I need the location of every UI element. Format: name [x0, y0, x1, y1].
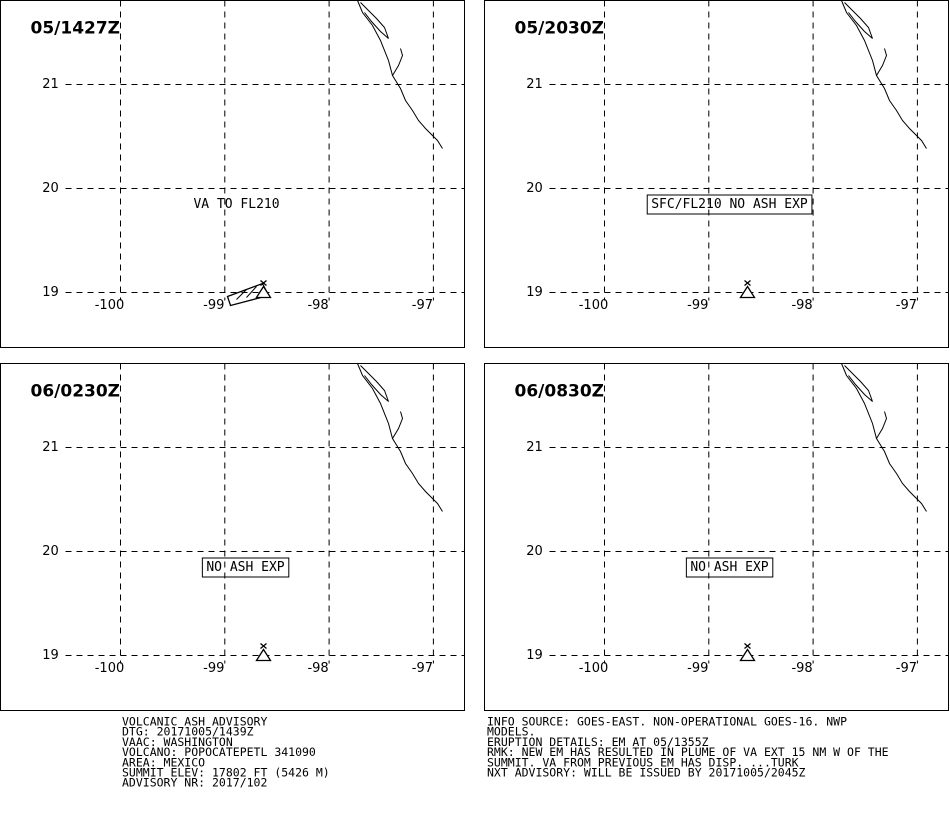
latitude-label: 19 — [526, 285, 543, 300]
longitude-label: -99 — [203, 661, 224, 676]
latitude-label: 20 — [42, 544, 59, 559]
panel-border — [0, 363, 465, 711]
panel-border — [484, 363, 949, 711]
latitude-label: 19 — [42, 648, 59, 663]
map-panel: -100 -99 -98 -97 21 20 19 05/1427Z VA TO FL210 — [0, 0, 465, 348]
latitude-label: 20 — [42, 181, 59, 196]
map-panel: -100 -99 -98 -97 21 20 19 05/2030Z SFC/FL210 NO … — [484, 0, 949, 348]
advisory-line: NXT ADVISORY: WILL BE ISSUED BY 20171005… — [487, 766, 806, 780]
advisory-line: SUMMIT ELEV: 17802 FT (5426 M) — [122, 766, 330, 780]
panel-annotation: VA TO FL210 — [193, 197, 279, 212]
advisory-line: DTG: 20171005/1439Z — [122, 725, 254, 739]
advisory-line: AREA: MEXICO — [122, 755, 205, 769]
longitude-label: -97 — [896, 298, 917, 313]
longitude-label: -99 — [687, 298, 708, 313]
advisory-line: INFO SOURCE: GOES-EAST. NON-OPERATIONAL … — [487, 715, 847, 729]
advisory-line: VOLCANO: POPOCATEPETL 341090 — [122, 745, 316, 759]
advisory-line: SUMMIT. VA FROM PREVIOUS EM HAS DISP. ..… — [487, 755, 799, 769]
panel-time: 06/0830Z — [515, 382, 605, 402]
latitude-label: 20 — [526, 544, 543, 559]
longitude-label: -97 — [412, 298, 433, 313]
map-panel: -100 -99 -98 -97 21 20 19 06/0830Z NO ASH EXP — [484, 363, 949, 711]
latitude-label: 21 — [526, 440, 543, 455]
advisory-line: ADVISORY NR: 2017/102 — [122, 776, 267, 790]
longitude-label: -98 — [307, 661, 328, 676]
panel-border — [484, 0, 949, 348]
ash-hatch — [236, 286, 257, 300]
map-panel: -100 -99 -98 -97 21 20 19 06/0230Z NO ASH EXP — [0, 363, 465, 711]
longitude-label: -98 — [791, 661, 812, 676]
longitude-label: -98 — [791, 298, 812, 313]
annotation-box — [685, 557, 774, 578]
longitude-label: -97 — [412, 661, 433, 676]
advisory-line: ERUPTION DETAILS: EM AT 05/1355Z — [487, 735, 709, 749]
advisory-line: MODELS. — [487, 725, 535, 739]
panel-time: 05/2030Z — [515, 19, 605, 39]
longitude-label: -98 — [307, 298, 328, 313]
advisory-line: VOLCANIC ASH ADVISORY — [122, 715, 267, 729]
latitude-label: 19 — [42, 285, 59, 300]
latitude-label: 21 — [526, 77, 543, 92]
longitude-label: -100 — [95, 298, 125, 313]
panel-annotation: NO ASH EXP — [690, 560, 768, 575]
advisory-line: VAAC: WASHINGTON — [122, 735, 233, 749]
advisory-line: RMK: NEW EM HAS RESULTED IN PLUME OF VA … — [487, 745, 889, 759]
panel-time: 06/0230Z — [31, 382, 121, 402]
longitude-label: -100 — [579, 298, 609, 313]
panel-annotation: NO ASH EXP — [206, 560, 284, 575]
latitude-label: 21 — [42, 440, 59, 455]
annotation-box — [646, 194, 813, 215]
latitude-label: 20 — [526, 181, 543, 196]
annotation-box — [201, 557, 290, 578]
longitude-label: -99 — [687, 661, 708, 676]
longitude-label: -97 — [896, 661, 917, 676]
longitude-label: -100 — [95, 661, 125, 676]
latitude-label: 19 — [526, 648, 543, 663]
panel-time: 05/1427Z — [31, 19, 121, 39]
latitude-label: 21 — [42, 77, 59, 92]
longitude-label: -100 — [579, 661, 609, 676]
panel-annotation: SFC/FL210 NO ASH EXP — [651, 197, 808, 212]
panel-border — [0, 0, 465, 348]
longitude-label: -99 — [203, 298, 224, 313]
